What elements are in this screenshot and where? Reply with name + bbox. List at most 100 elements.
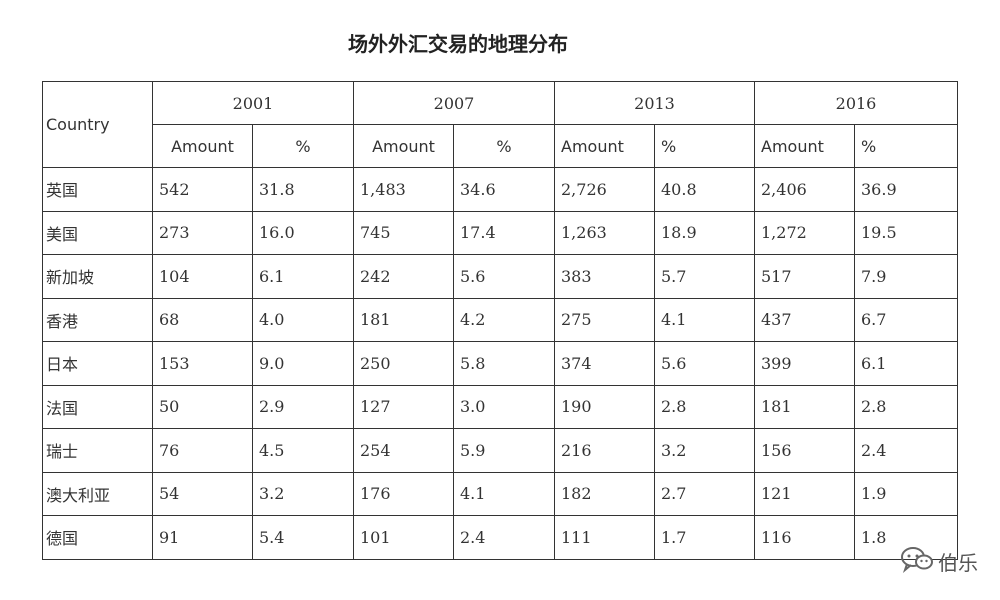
year-header: 2001 <box>152 81 354 125</box>
value-cell: 54 <box>152 471 253 516</box>
value-cell: 5.4 <box>252 515 354 560</box>
value-cell: 17.4 <box>453 210 555 255</box>
value-cell: 2,726 <box>554 167 655 212</box>
year-header: 2013 <box>554 81 755 125</box>
value-cell: 181 <box>754 384 855 429</box>
value-cell: 36.9 <box>854 167 958 212</box>
year-header: 2007 <box>353 81 555 125</box>
value-cell: 19.5 <box>854 210 958 255</box>
table-row: 德国 91 5.4 101 2.4 111 1.7 116 1.8 <box>42 515 958 560</box>
value-cell: 5.9 <box>453 428 555 473</box>
country-cell: 法国 <box>42 384 153 429</box>
value-cell: 4.2 <box>453 297 555 342</box>
header-row-years: Country 2001 2007 2013 2016 <box>42 81 958 168</box>
table-row: 澳大利亚 54 3.2 176 4.1 182 2.7 121 1.9 <box>42 471 958 516</box>
value-cell: 745 <box>353 210 454 255</box>
header-row-subcolumns: Amount % Amount % Amount % Amount % <box>43 124 958 168</box>
value-cell: 34.6 <box>453 167 555 212</box>
percent-header: % <box>654 124 755 168</box>
country-cell: 澳大利亚 <box>42 471 153 516</box>
value-cell: 5.6 <box>453 254 555 299</box>
value-cell: 2.7 <box>654 471 755 516</box>
value-cell: 40.8 <box>654 167 755 212</box>
value-cell: 16.0 <box>252 210 354 255</box>
value-cell: 91 <box>152 515 253 560</box>
percent-header: % <box>252 124 354 168</box>
page-title: 场外外汇交易的地理分布 <box>348 32 568 56</box>
value-cell: 156 <box>754 428 855 473</box>
value-cell: 250 <box>353 341 454 386</box>
value-cell: 116 <box>754 515 855 560</box>
value-cell: 5.6 <box>654 341 755 386</box>
value-cell: 4.1 <box>654 297 755 342</box>
amount-header: Amount <box>353 124 454 168</box>
table-row: 法国 50 2.9 127 3.0 190 2.8 181 2.8 <box>42 384 958 429</box>
amount-header: Amount <box>152 124 253 168</box>
value-cell: 31.8 <box>252 167 354 212</box>
value-cell: 104 <box>152 254 253 299</box>
value-cell: 5.8 <box>453 341 555 386</box>
value-cell: 2.4 <box>453 515 555 560</box>
value-cell: 3.2 <box>654 428 755 473</box>
country-cell: 英国 <box>42 167 153 212</box>
value-cell: 383 <box>554 254 655 299</box>
value-cell: 6.1 <box>252 254 354 299</box>
value-cell: 216 <box>554 428 655 473</box>
wechat-icon <box>900 545 934 578</box>
watermark-text: 伯乐 <box>938 551 978 575</box>
country-cell: 瑞士 <box>42 428 153 473</box>
year-header: 2016 <box>754 81 958 125</box>
value-cell: 1.8 <box>854 515 958 560</box>
value-cell: 6.1 <box>854 341 958 386</box>
value-cell: 4.5 <box>252 428 354 473</box>
value-cell: 3.2 <box>252 471 354 516</box>
table-row: 美国 273 16.0 745 17.4 1,263 18.9 1,272 19… <box>42 210 958 255</box>
value-cell: 4.1 <box>453 471 555 516</box>
value-cell: 182 <box>554 471 655 516</box>
value-cell: 153 <box>152 341 253 386</box>
value-cell: 2.4 <box>854 428 958 473</box>
value-cell: 1.9 <box>854 471 958 516</box>
value-cell: 2,406 <box>754 167 855 212</box>
country-cell: 德国 <box>42 515 153 560</box>
value-cell: 1,263 <box>554 210 655 255</box>
table-row: 瑞士 76 4.5 254 5.9 216 3.2 156 2.4 <box>42 428 958 473</box>
value-cell: 399 <box>754 341 855 386</box>
value-cell: 542 <box>152 167 253 212</box>
value-cell: 121 <box>754 471 855 516</box>
value-cell: 9.0 <box>252 341 354 386</box>
table-row: 新加坡 104 6.1 242 5.6 383 5.7 517 7.9 <box>42 254 958 299</box>
value-cell: 254 <box>353 428 454 473</box>
value-cell: 273 <box>152 210 253 255</box>
value-cell: 7.9 <box>854 254 958 299</box>
amount-header: Amount <box>554 124 655 168</box>
country-cell: 日本 <box>42 341 153 386</box>
country-cell: 新加坡 <box>42 254 153 299</box>
value-cell: 111 <box>554 515 655 560</box>
table-row: 香港 68 4.0 181 4.2 275 4.1 437 6.7 <box>42 297 958 342</box>
value-cell: 437 <box>754 297 855 342</box>
value-cell: 1,483 <box>353 167 454 212</box>
value-cell: 2.8 <box>654 384 755 429</box>
value-cell: 517 <box>754 254 855 299</box>
value-cell: 2.9 <box>252 384 354 429</box>
value-cell: 18.9 <box>654 210 755 255</box>
fx-distribution-table: Country 2001 2007 2013 2016 Amount % Amo… <box>42 81 958 560</box>
table-row: 日本 153 9.0 250 5.8 374 5.6 399 6.1 <box>42 341 958 386</box>
value-cell: 275 <box>554 297 655 342</box>
value-cell: 4.0 <box>252 297 354 342</box>
value-cell: 176 <box>353 471 454 516</box>
value-cell: 76 <box>152 428 253 473</box>
value-cell: 6.7 <box>854 297 958 342</box>
value-cell: 1,272 <box>754 210 855 255</box>
percent-header: % <box>453 124 555 168</box>
value-cell: 374 <box>554 341 655 386</box>
value-cell: 1.7 <box>654 515 755 560</box>
country-header: Country <box>42 81 153 168</box>
percent-header: % <box>854 124 958 168</box>
watermark: 伯乐 <box>900 545 978 578</box>
country-cell: 美国 <box>42 210 153 255</box>
value-cell: 68 <box>152 297 253 342</box>
value-cell: 3.0 <box>453 384 555 429</box>
value-cell: 101 <box>353 515 454 560</box>
